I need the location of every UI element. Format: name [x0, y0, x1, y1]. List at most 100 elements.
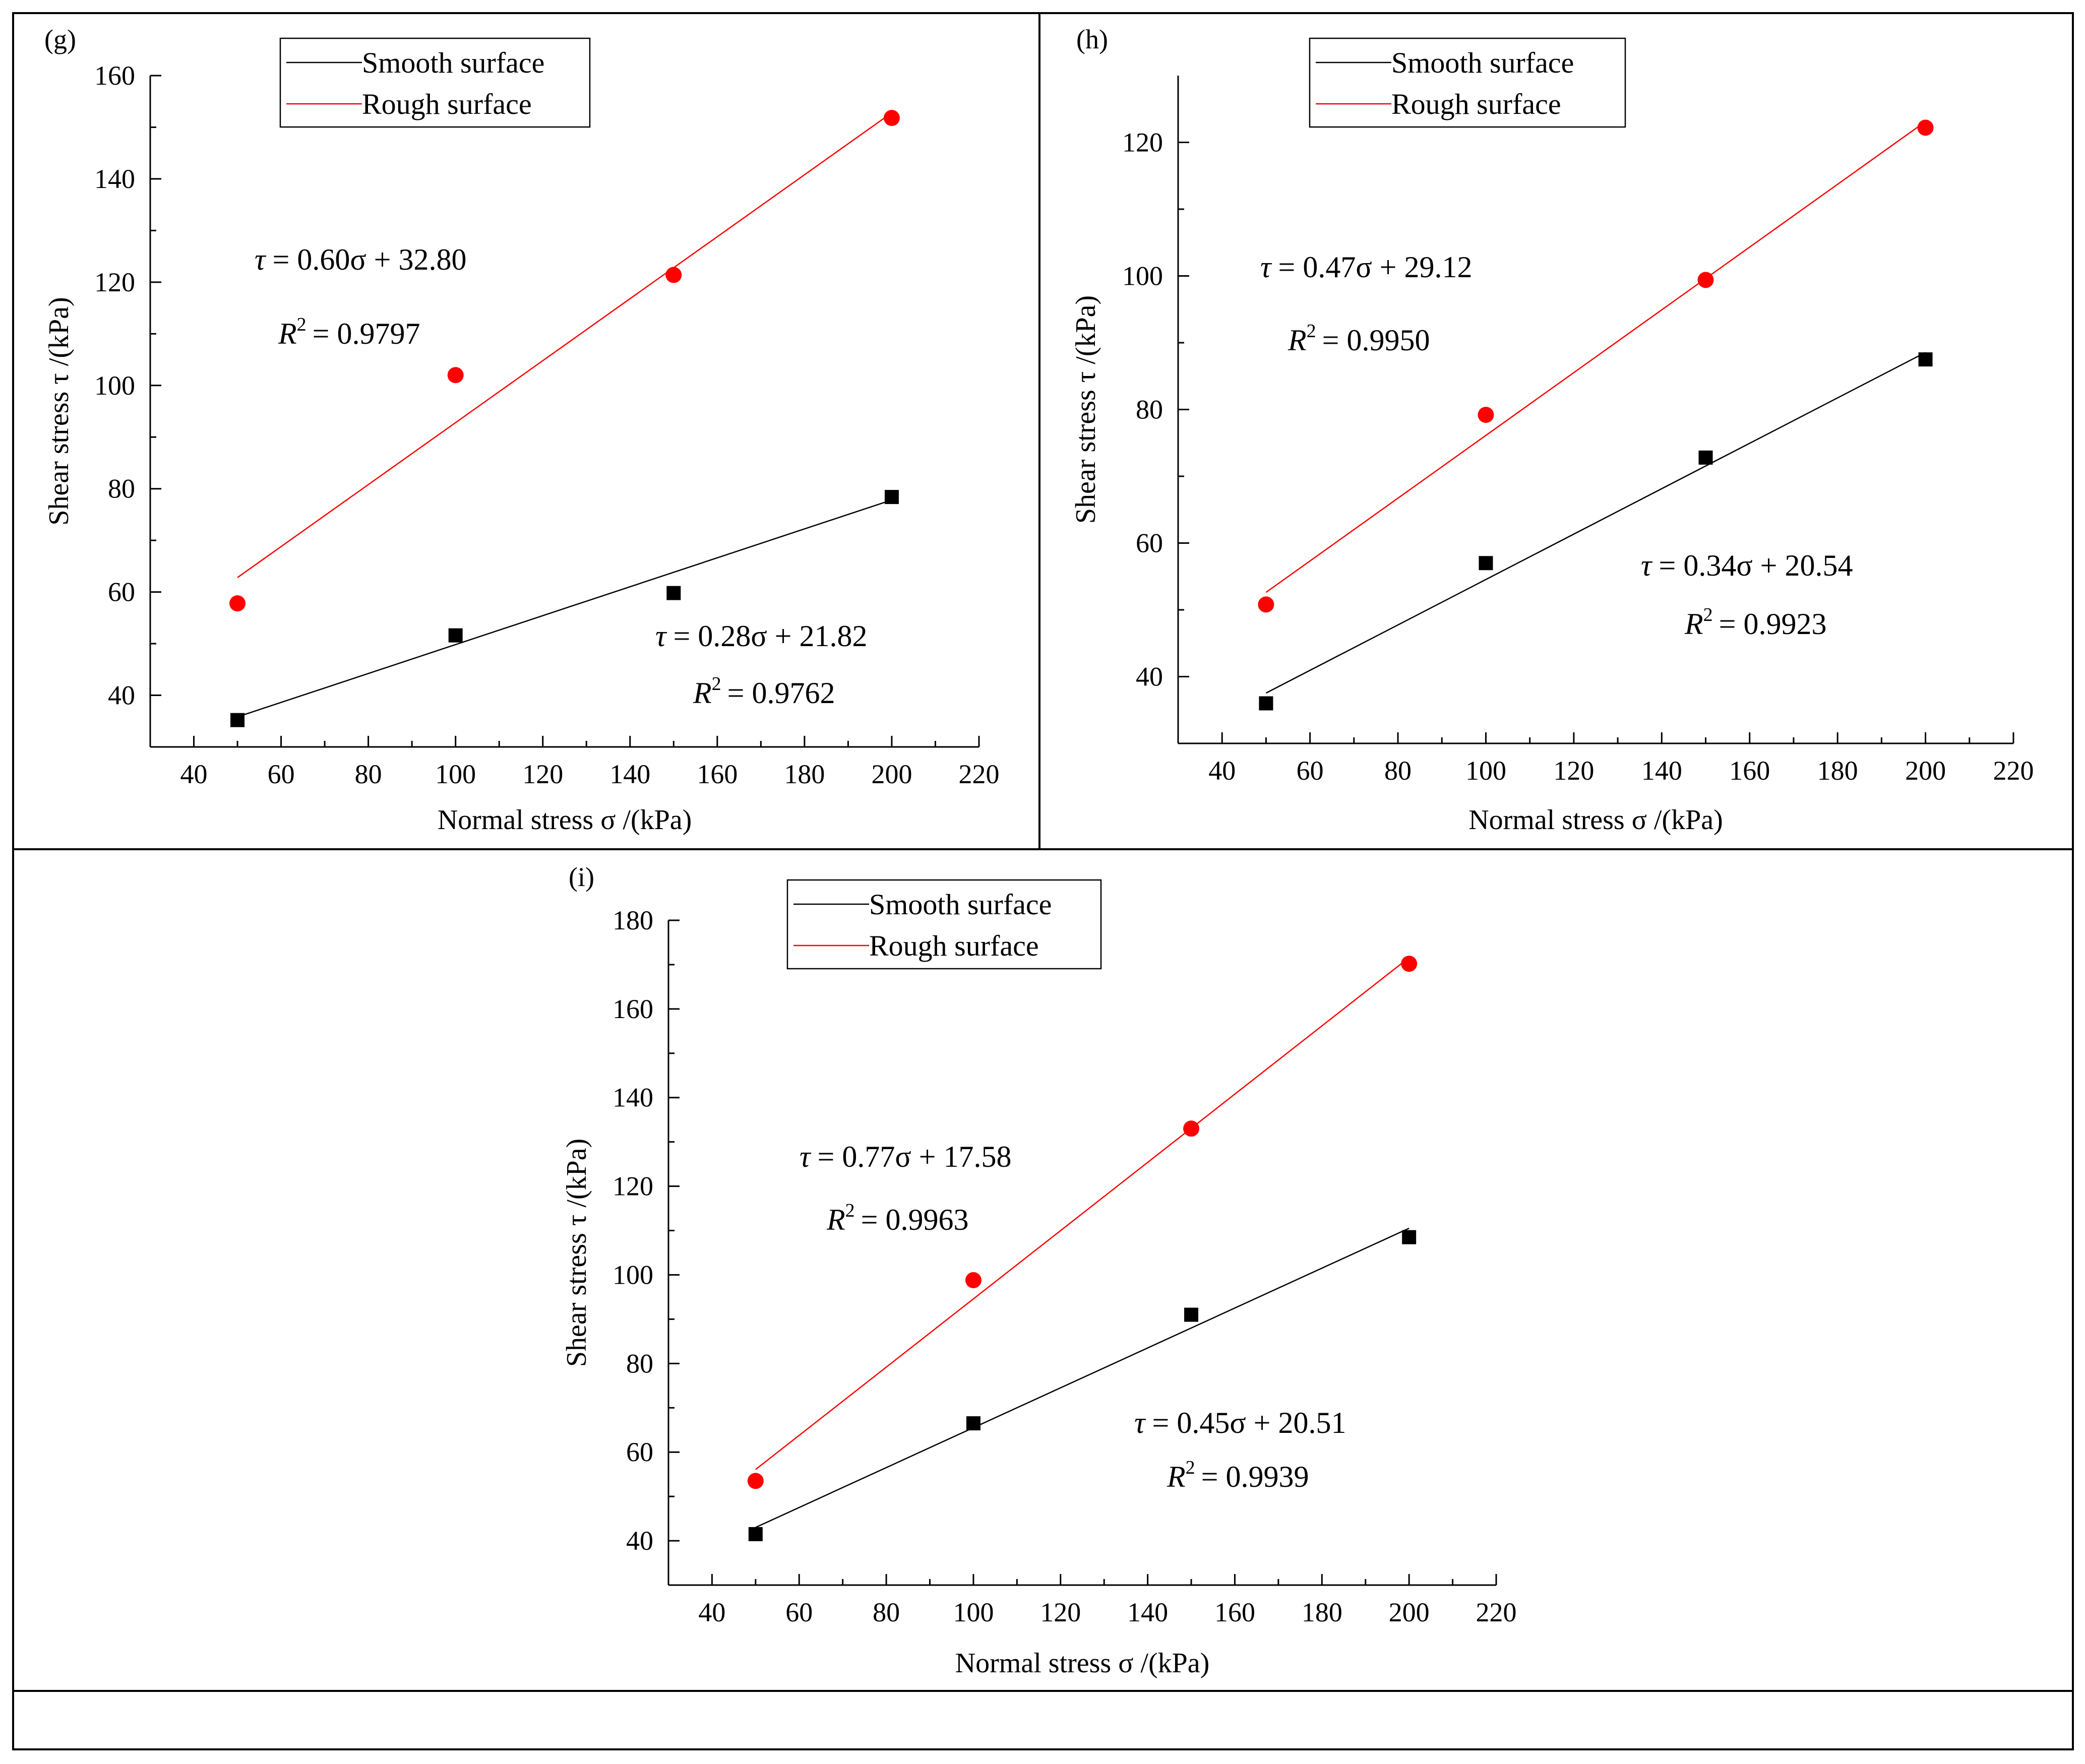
x-tick-label: 100: [1465, 755, 1506, 786]
x-tick-label: 120: [1553, 755, 1594, 786]
y-tick-label: 140: [94, 164, 135, 194]
smooth-data-point: [230, 713, 245, 727]
smooth-fit-equation: τ = 0.45σ + 20.51: [1134, 1406, 1346, 1439]
x-tick-label: 140: [609, 759, 650, 789]
r2-text: = 0.9797: [313, 317, 420, 350]
x-tick-label: 180: [784, 759, 825, 789]
x-tick-label: 140: [1641, 755, 1682, 786]
smooth-data-point: [1402, 1230, 1417, 1244]
equation-lhs: τ: [800, 1140, 812, 1173]
x-tick-label: 60: [1297, 755, 1324, 786]
y-tick-label: 100: [1122, 261, 1163, 291]
smooth-data-point: [748, 1527, 763, 1541]
r2-text: = 0.9762: [727, 676, 835, 710]
x-tick-label: 160: [697, 759, 738, 789]
panel-label-g: (g): [44, 24, 76, 54]
rough-fit-line: [1265, 121, 1926, 593]
rough-data-point: [447, 367, 464, 384]
y-tick-label: 120: [1122, 128, 1163, 158]
equation-rhs: = 0.47σ + 29.12: [1278, 250, 1472, 284]
equation-lhs: τ: [1641, 549, 1653, 582]
y-tick-label: 120: [612, 1171, 653, 1202]
x-tick-label: 100: [435, 759, 476, 789]
r2-symbol: R: [278, 317, 297, 350]
y-axis-title: Shear stress τ /(kPa): [1070, 295, 1101, 524]
legend-smooth-label: Smooth surface: [1391, 46, 1574, 79]
y-tick-label: 40: [108, 680, 135, 711]
y-tick-label: 40: [1136, 662, 1163, 692]
x-axis-title: Normal stress σ /(kPa): [1468, 804, 1723, 836]
equation-rhs: = 0.45σ + 20.51: [1152, 1406, 1346, 1439]
x-tick-label: 120: [1040, 1597, 1081, 1627]
x-tick-label: 120: [522, 759, 563, 789]
rough-data-point: [883, 110, 900, 127]
x-tick-label: 220: [1993, 755, 2034, 786]
x-tick-label: 200: [1389, 1597, 1430, 1627]
x-tick-label: 220: [1476, 1597, 1517, 1627]
r2-exponent: 2: [712, 673, 721, 695]
r2-text: = 0.9939: [1201, 1460, 1309, 1493]
r2-text: = 0.9963: [861, 1203, 969, 1236]
x-tick-label: 180: [1817, 755, 1858, 786]
x-tick-label: 40: [698, 1597, 725, 1627]
y-axis-title: Shear stress τ /(kPa): [561, 1139, 592, 1367]
smooth-r2-value: R2 = 0.9762: [693, 673, 835, 710]
x-tick-label: 200: [871, 759, 912, 789]
smooth-data-point: [448, 628, 463, 643]
equation-rhs: = 0.28σ + 21.82: [673, 619, 867, 653]
rough-r2-value: R2 = 0.9950: [1287, 321, 1430, 357]
rough-data-point: [1401, 956, 1418, 972]
r2-exponent: 2: [297, 314, 306, 335]
r2-exponent: 2: [1703, 604, 1713, 625]
y-tick-label: 60: [1136, 528, 1163, 558]
x-tick-label: 100: [953, 1597, 994, 1627]
smooth-fit-equation: τ = 0.34σ + 20.54: [1641, 549, 1853, 582]
rough-data-point: [747, 1473, 764, 1489]
x-tick-label: 60: [268, 759, 295, 789]
smooth-fit-line: [755, 1227, 1409, 1528]
smooth-data-point: [1479, 556, 1493, 571]
y-tick-label: 180: [612, 905, 653, 935]
y-tick-label: 100: [94, 370, 135, 401]
equation-lhs: τ: [255, 243, 267, 276]
y-tick-label: 140: [612, 1083, 653, 1113]
legend-rough-label: Rough surface: [869, 929, 1039, 962]
rough-fit-line: [755, 957, 1409, 1470]
y-tick-label: 80: [626, 1348, 653, 1378]
x-tick-label: 160: [1214, 1597, 1255, 1627]
chart-panel-g: 40 60 80 100 120 140 160 180 200 220 40 60 80 100 120 1…: [43, 37, 1000, 836]
x-tick-label: 40: [1208, 755, 1236, 786]
panel-label-i: (i): [569, 862, 594, 892]
rough-data-point: [965, 1272, 982, 1289]
legend-box: [1309, 37, 1626, 128]
rough-data-point: [229, 595, 246, 612]
legend-smooth-label: Smooth surface: [869, 888, 1052, 921]
rough-data-point: [665, 267, 682, 283]
y-tick-label: 160: [94, 60, 135, 91]
legend-smooth-label: Smooth surface: [362, 46, 544, 79]
r2-symbol: R: [1287, 324, 1307, 357]
equation-rhs: = 0.60σ + 32.80: [272, 243, 466, 276]
smooth-fit-line: [237, 499, 892, 718]
smooth-data-point: [1259, 696, 1273, 711]
x-tick-label: 80: [1384, 755, 1412, 786]
r2-exponent: 2: [1307, 321, 1316, 342]
rough-fit-line: [237, 112, 892, 578]
r2-symbol: R: [693, 676, 712, 710]
smooth-data-point: [1698, 450, 1713, 465]
rough-data-point: [1183, 1120, 1200, 1137]
y-tick-label: 40: [626, 1526, 653, 1556]
x-tick-label: 80: [873, 1597, 900, 1627]
figure-outer-frame: [12, 12, 2074, 1750]
panel-label-h: (h): [1076, 24, 1108, 54]
equation-lhs: τ: [1134, 1406, 1146, 1439]
y-tick-label: 80: [108, 474, 135, 504]
equation-rhs: = 0.77σ + 17.58: [817, 1140, 1011, 1173]
x-tick-label: 140: [1127, 1597, 1168, 1627]
rough-fit-equation: τ = 0.60σ + 32.80: [255, 243, 467, 276]
chart-panel-h: 40 60 80 100 120 140 160 180 200 220 40 60 80 100 120 N…: [1070, 37, 2034, 836]
y-tick-label: 120: [94, 267, 135, 297]
rough-data-point: [1917, 119, 1934, 136]
legend-rough-label: Rough surface: [1391, 88, 1561, 120]
